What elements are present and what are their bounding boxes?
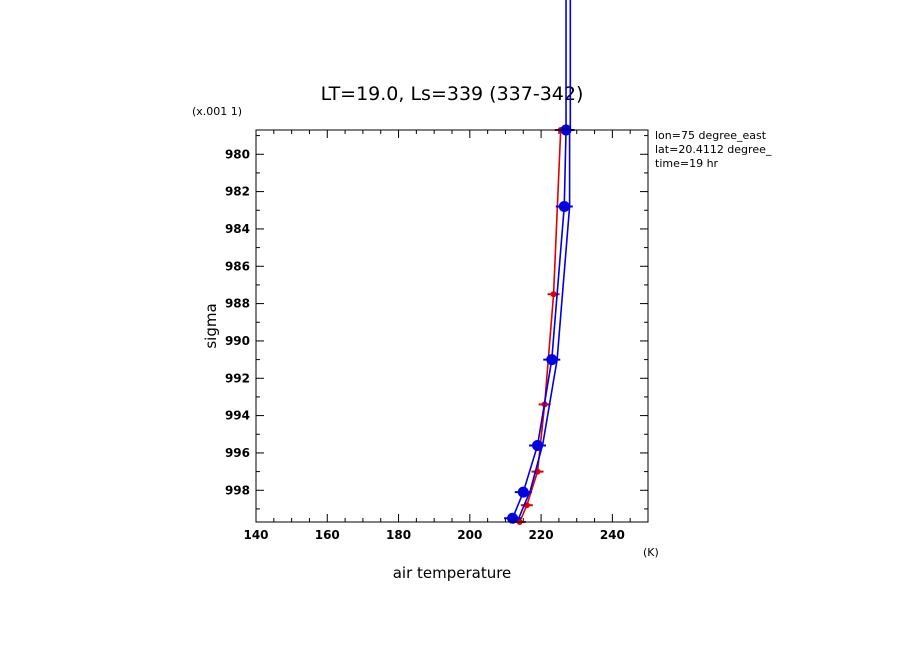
- x-tick-label: 180: [386, 528, 411, 542]
- series-line-2: [517, 130, 571, 521]
- x-axis-label: air temperature: [393, 564, 512, 582]
- y-tick-label: 996: [225, 446, 250, 460]
- x-tick-label: 140: [243, 528, 268, 542]
- y-tick-label: 990: [225, 334, 250, 348]
- series-layer: [504, 0, 575, 525]
- x-tick-label: 220: [529, 528, 554, 542]
- y-tick-label: 982: [225, 185, 250, 199]
- y-tick-label: 986: [225, 259, 250, 273]
- y-tick-label: 992: [225, 371, 250, 385]
- x-tick-label: 200: [457, 528, 482, 542]
- annotation-lon: lon=75 degree_east: [655, 129, 767, 142]
- y-tick-label: 994: [225, 409, 250, 423]
- annotation-time: time=19 hr: [655, 157, 719, 170]
- x-tick-label: 240: [600, 528, 625, 542]
- y-tick-label: 998: [225, 483, 250, 497]
- plot-frame: [255, 129, 649, 523]
- y-tick-label: 984: [225, 222, 250, 236]
- series-line-0: [518, 129, 562, 523]
- annotation-lat: lat=20.4112 degree_: [655, 143, 772, 156]
- y-axis-label: sigma: [202, 303, 220, 348]
- y-tick-label: 980: [225, 147, 250, 161]
- axis-ticks: 140 160 180 200 220 240 980 982 984 986 988 990 992 9…: [225, 130, 649, 542]
- chart-title: LT=19.0, Ls=339 (337-342): [321, 83, 584, 105]
- x-unit-label: (K): [643, 546, 659, 559]
- x-tick-label: 160: [315, 528, 340, 542]
- y-tick-label: 988: [225, 297, 250, 311]
- y-scale-note: (x.001 1): [192, 105, 242, 118]
